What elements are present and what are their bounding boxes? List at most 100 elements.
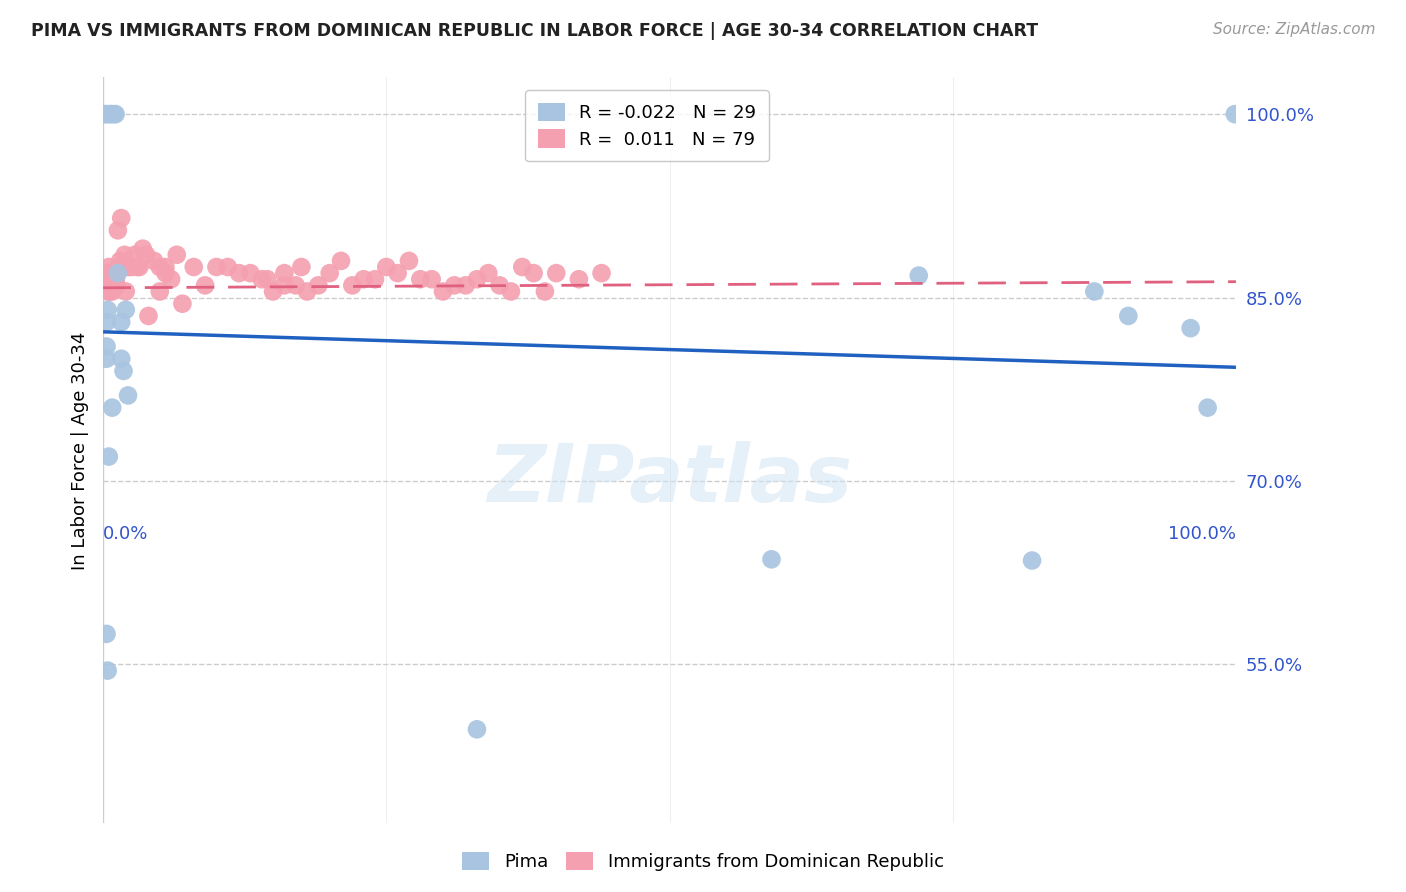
Point <box>262 285 284 299</box>
Point <box>96 266 118 280</box>
Point <box>93 272 115 286</box>
Point <box>96 266 118 280</box>
Point <box>454 278 477 293</box>
Point <box>250 272 273 286</box>
Point <box>284 278 307 293</box>
Point <box>117 388 139 402</box>
Point <box>409 272 432 286</box>
Point <box>477 266 499 280</box>
Point <box>100 278 122 293</box>
Point <box>97 285 120 299</box>
Point <box>94 278 117 293</box>
Text: 0.0%: 0.0% <box>103 525 149 543</box>
Point <box>104 107 127 121</box>
Point <box>96 339 118 353</box>
Point <box>155 266 177 280</box>
Point <box>149 260 172 274</box>
Point <box>103 272 125 286</box>
Point <box>103 107 125 121</box>
Point <box>110 351 132 366</box>
Legend: R = -0.022   N = 29, R =  0.011   N = 79: R = -0.022 N = 29, R = 0.011 N = 79 <box>524 90 769 161</box>
Point <box>98 107 121 121</box>
Point <box>135 248 157 262</box>
Point <box>98 285 121 299</box>
Point <box>523 266 546 280</box>
Point <box>342 278 364 293</box>
Point <box>96 627 118 641</box>
Point <box>1118 309 1140 323</box>
Point <box>97 272 120 286</box>
Text: PIMA VS IMMIGRANTS FROM DOMINICAN REPUBLIC IN LABOR FORCE | AGE 30-34 CORRELATIO: PIMA VS IMMIGRANTS FROM DOMINICAN REPUBL… <box>31 22 1038 40</box>
Point <box>105 278 128 293</box>
Point <box>568 272 591 286</box>
Point <box>128 260 150 274</box>
Point <box>398 253 420 268</box>
Point <box>97 260 120 274</box>
Point <box>98 272 121 286</box>
Point <box>97 664 120 678</box>
Point <box>96 107 118 121</box>
Point <box>101 401 124 415</box>
Point <box>100 107 122 121</box>
Point <box>160 272 183 286</box>
Point <box>120 260 142 274</box>
Point <box>205 260 228 274</box>
Point <box>127 260 149 274</box>
Point <box>172 296 194 310</box>
Point <box>432 285 454 299</box>
Point <box>330 253 353 268</box>
Point <box>1197 401 1219 415</box>
Point <box>443 278 465 293</box>
Point <box>1180 321 1202 335</box>
Point <box>101 272 124 286</box>
Point <box>114 248 136 262</box>
Point <box>96 315 118 329</box>
Point <box>907 268 929 283</box>
Point <box>149 285 172 299</box>
Point <box>256 272 278 286</box>
Point <box>107 266 129 280</box>
Point <box>364 272 387 286</box>
Point <box>273 266 295 280</box>
Point <box>465 272 488 286</box>
Point <box>488 278 510 293</box>
Point <box>420 272 443 286</box>
Point <box>295 285 318 299</box>
Text: ZIPatlas: ZIPatlas <box>486 442 852 519</box>
Point <box>761 552 783 566</box>
Point <box>510 260 533 274</box>
Point <box>591 266 613 280</box>
Point <box>107 223 129 237</box>
Point <box>101 285 124 299</box>
Point <box>114 285 136 299</box>
Point <box>155 260 177 274</box>
Point <box>534 285 557 299</box>
Point <box>183 260 205 274</box>
Text: Source: ZipAtlas.com: Source: ZipAtlas.com <box>1212 22 1375 37</box>
Point <box>94 107 117 121</box>
Point <box>143 253 166 268</box>
Point <box>353 272 375 286</box>
Point <box>375 260 398 274</box>
Point <box>307 278 329 293</box>
Point <box>1223 107 1246 121</box>
Point <box>1083 285 1105 299</box>
Point <box>97 450 120 464</box>
Point <box>290 260 312 274</box>
Point <box>97 272 120 286</box>
Point <box>108 253 131 268</box>
Point <box>546 266 568 280</box>
Point <box>318 266 340 280</box>
Point <box>110 315 132 329</box>
Point <box>124 248 146 262</box>
Point <box>499 285 522 299</box>
Point <box>96 351 118 366</box>
Point <box>465 723 488 737</box>
Point <box>104 272 127 286</box>
Point <box>228 266 250 280</box>
Point <box>166 248 188 262</box>
Point <box>110 211 132 225</box>
Legend: Pima, Immigrants from Dominican Republic: Pima, Immigrants from Dominican Republic <box>456 845 950 879</box>
Point <box>1021 553 1043 567</box>
Point <box>387 266 409 280</box>
